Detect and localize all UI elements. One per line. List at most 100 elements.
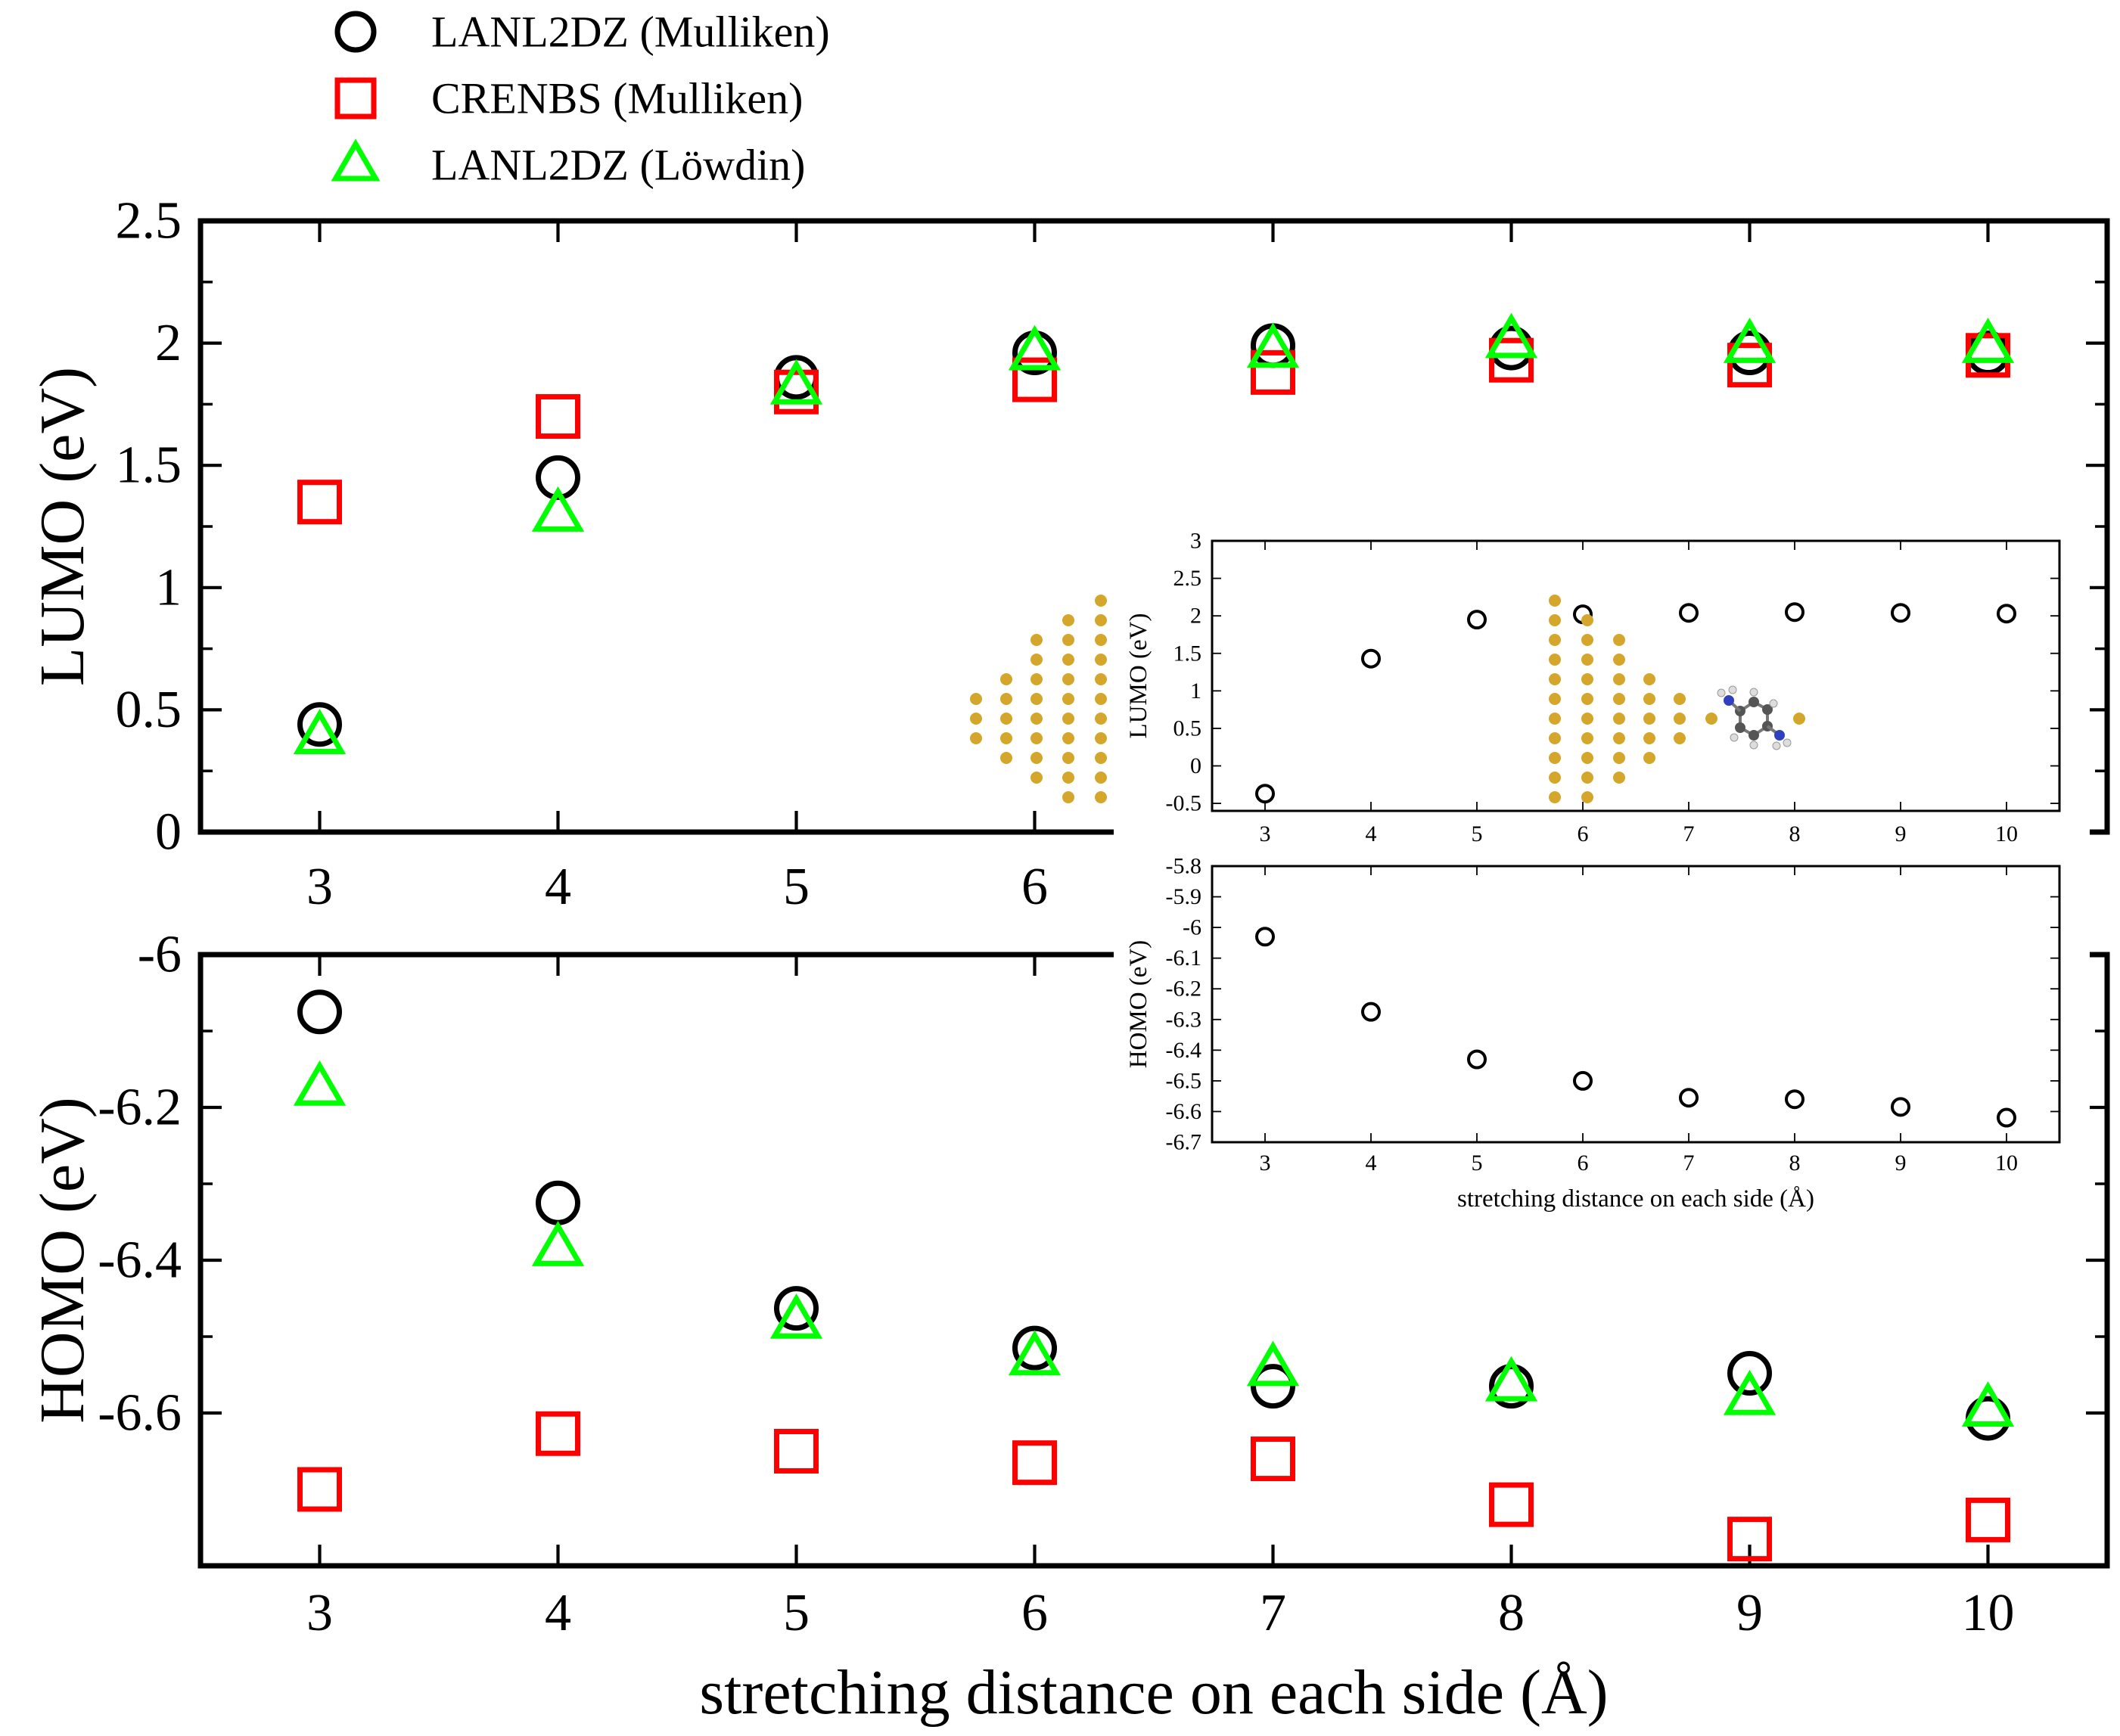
gold-atom [1581, 634, 1593, 646]
lumo-inset-frame [1211, 539, 2061, 812]
gold-atom [1062, 673, 1074, 685]
y-tick-label: 2 [155, 314, 182, 372]
gold-atom [1549, 791, 1561, 803]
homo-inset-background [1114, 851, 2090, 1218]
gold-atom [1030, 713, 1043, 725]
gold-atom [1613, 634, 1625, 646]
x-tick-label: 5 [783, 858, 810, 916]
x-axis-label: stretching distance on each side (Å) [699, 1657, 1608, 1728]
data-point [293, 709, 347, 754]
data-point [536, 1411, 580, 1456]
gold-atom [1549, 614, 1561, 626]
x-tick-label: 5 [1472, 1151, 1483, 1175]
x-tick-label: 6 [1578, 1151, 1589, 1175]
data-point [1679, 1088, 1699, 1108]
data-point [531, 1220, 585, 1266]
gold-atom [1030, 693, 1043, 705]
gold-atom [1581, 791, 1593, 803]
hydrogen-atom [1783, 738, 1792, 747]
x-tick-label: 6 [1021, 1584, 1048, 1642]
gold-atom [1581, 752, 1593, 764]
data-point [1891, 603, 1910, 623]
gold-atom [1095, 752, 1107, 764]
gold-atom [1549, 673, 1561, 685]
hydrogen-atom [1728, 685, 1737, 694]
data-point [1012, 1325, 1057, 1371]
data-point [531, 486, 585, 532]
y-tick-label: -6 [1183, 915, 1201, 940]
data-point [1679, 603, 1699, 623]
gold-atom [1613, 772, 1625, 784]
data-point [297, 989, 342, 1035]
gold-atom [1643, 673, 1655, 685]
gold-atom [1674, 713, 1686, 725]
y-axis-label: HOMO (eV) [1125, 940, 1152, 1069]
gold-atom [1095, 654, 1107, 666]
x-tick-label: 7 [1683, 1151, 1695, 1175]
data-point [297, 1467, 342, 1512]
hydrogen-atom [1749, 741, 1758, 750]
data-point [1727, 1350, 1772, 1396]
gold-atom [1030, 752, 1043, 764]
gold-atom [1000, 673, 1012, 685]
homo-inset-series-0 [1255, 927, 2016, 1128]
data-point [1723, 317, 1777, 363]
gold-atom [1674, 693, 1686, 705]
y-tick-label: 0 [155, 803, 182, 862]
gold-atom [1643, 693, 1655, 705]
data-point [1361, 648, 1381, 669]
gold-atom [970, 713, 982, 725]
gold-atom [1095, 673, 1107, 685]
y-tick-label: 1.5 [1173, 641, 1202, 666]
gold-atom [1095, 693, 1107, 705]
data-point [1255, 784, 1275, 804]
data-point [1467, 1049, 1487, 1070]
gold-atom [1095, 772, 1107, 784]
y-tick-label: 2.5 [1173, 566, 1202, 591]
data-point [1484, 312, 1538, 359]
data-point [536, 455, 580, 500]
y-tick-label: -6.6 [1166, 1099, 1202, 1124]
data-point [1961, 317, 2015, 363]
data-point [1727, 331, 1772, 376]
y-tick-label: -6.1 [1166, 946, 1202, 970]
y-tick-label: 2.5 [116, 192, 182, 250]
data-point [1489, 1482, 1534, 1527]
gold-atom [1000, 752, 1012, 764]
gold-atom [1095, 634, 1107, 646]
data-point [1246, 1340, 1300, 1387]
legend: LANL2DZ (Mulliken) CRENBS (Mulliken) LANL2… [331, 8, 830, 190]
y-tick-label: -6.3 [1166, 1007, 1202, 1032]
data-point [1008, 1330, 1062, 1376]
data-point [1785, 1089, 1804, 1110]
lumo-main-series-2 [293, 312, 2015, 754]
x-tick-label: 10 [1962, 1584, 2015, 1642]
gold-atom [1062, 752, 1074, 764]
gold-atom [1062, 614, 1074, 626]
y-tick-label: 0.5 [116, 681, 182, 739]
gold-atom [1095, 713, 1107, 725]
homo-main-series-1 [297, 1411, 2010, 1562]
data-point [1361, 1002, 1381, 1022]
x-tick-label: 4 [1366, 1151, 1377, 1175]
y-axis-label: LUMO (eV) [27, 367, 98, 686]
carbon-atom [1762, 704, 1773, 715]
homo-inset-panel: 3 4 5 6 7 8 9 10 -6.7 -6.6 -6.5 -6.4 -6.3 -6.2 -6.1 -6 -… [1114, 851, 2090, 1218]
y-tick-label: -5.9 [1166, 884, 1202, 909]
data-point [1489, 337, 1534, 383]
x-tick-label: 4 [1366, 821, 1377, 846]
data-point [1008, 325, 1062, 371]
data-point [1785, 602, 1804, 623]
data-point [1246, 322, 1300, 368]
gold-atom [1613, 752, 1625, 764]
data-point [536, 394, 580, 439]
x-tick-label: 7 [1683, 821, 1695, 846]
data-point [1012, 357, 1057, 402]
data-point [769, 359, 823, 405]
x-tick-label: 4 [545, 1584, 571, 1642]
data-point [1255, 927, 1275, 947]
data-point [1966, 1396, 2010, 1441]
gold-atom [1030, 673, 1043, 685]
gold-atom [1062, 634, 1074, 646]
